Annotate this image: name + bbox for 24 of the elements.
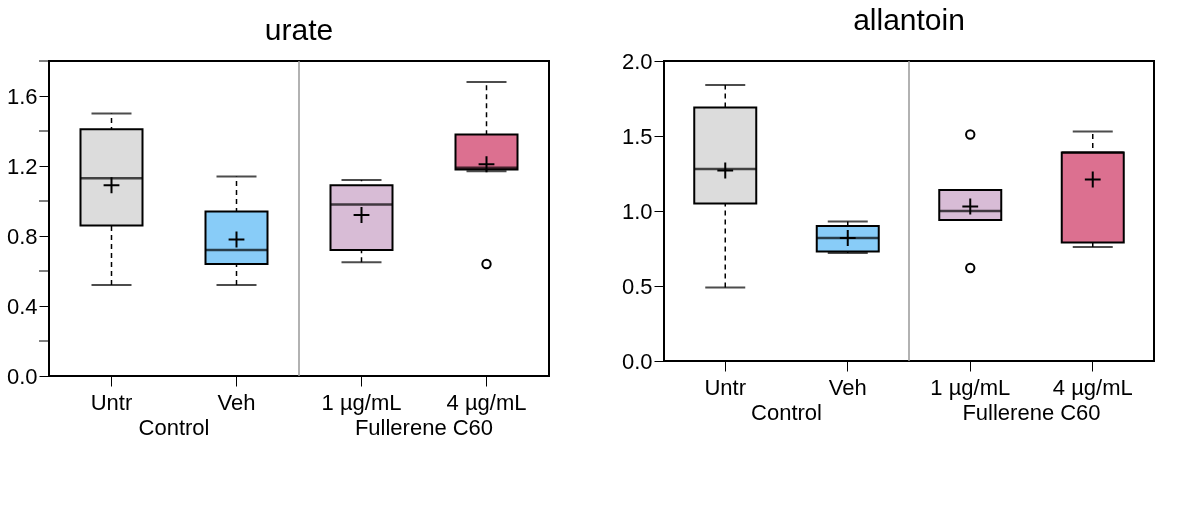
chart-title: allantoin bbox=[853, 3, 965, 36]
y-tick-label: 1.5 bbox=[621, 123, 653, 149]
x-tick-label: 4 µg/mL bbox=[446, 389, 527, 415]
text: Control bbox=[138, 415, 210, 440]
x-tick-label: 1 µg/mL bbox=[321, 389, 402, 415]
text: Control bbox=[751, 400, 822, 425]
y-tick-label: 0.0 bbox=[6, 363, 38, 389]
text: Fullerene C60 bbox=[962, 400, 1101, 425]
y-tick-label: 0.8 bbox=[6, 223, 38, 249]
y-tick-label: 1.2 bbox=[6, 153, 38, 179]
x-tick-label: 4 µg/mL bbox=[1052, 374, 1133, 400]
y-tick-label: 2.0 bbox=[621, 48, 653, 74]
y-tick-label: 0.5 bbox=[621, 273, 653, 299]
x-tick-label: Untr bbox=[704, 374, 747, 400]
y-tick-label: 1.6 bbox=[6, 83, 38, 109]
y-tick-label: 0.0 bbox=[621, 348, 653, 374]
x-tick-label: Veh bbox=[828, 374, 867, 400]
x-tick-label: Veh bbox=[217, 389, 256, 415]
chart-title: urate bbox=[264, 13, 334, 47]
y-tick-label: 0.4 bbox=[6, 293, 38, 319]
text: Fullerene C60 bbox=[354, 415, 494, 440]
y-tick-label: 1.0 bbox=[621, 198, 653, 224]
x-tick-label: 1 µg/mL bbox=[930, 374, 1011, 400]
x-tick-label: Untr bbox=[90, 389, 133, 415]
